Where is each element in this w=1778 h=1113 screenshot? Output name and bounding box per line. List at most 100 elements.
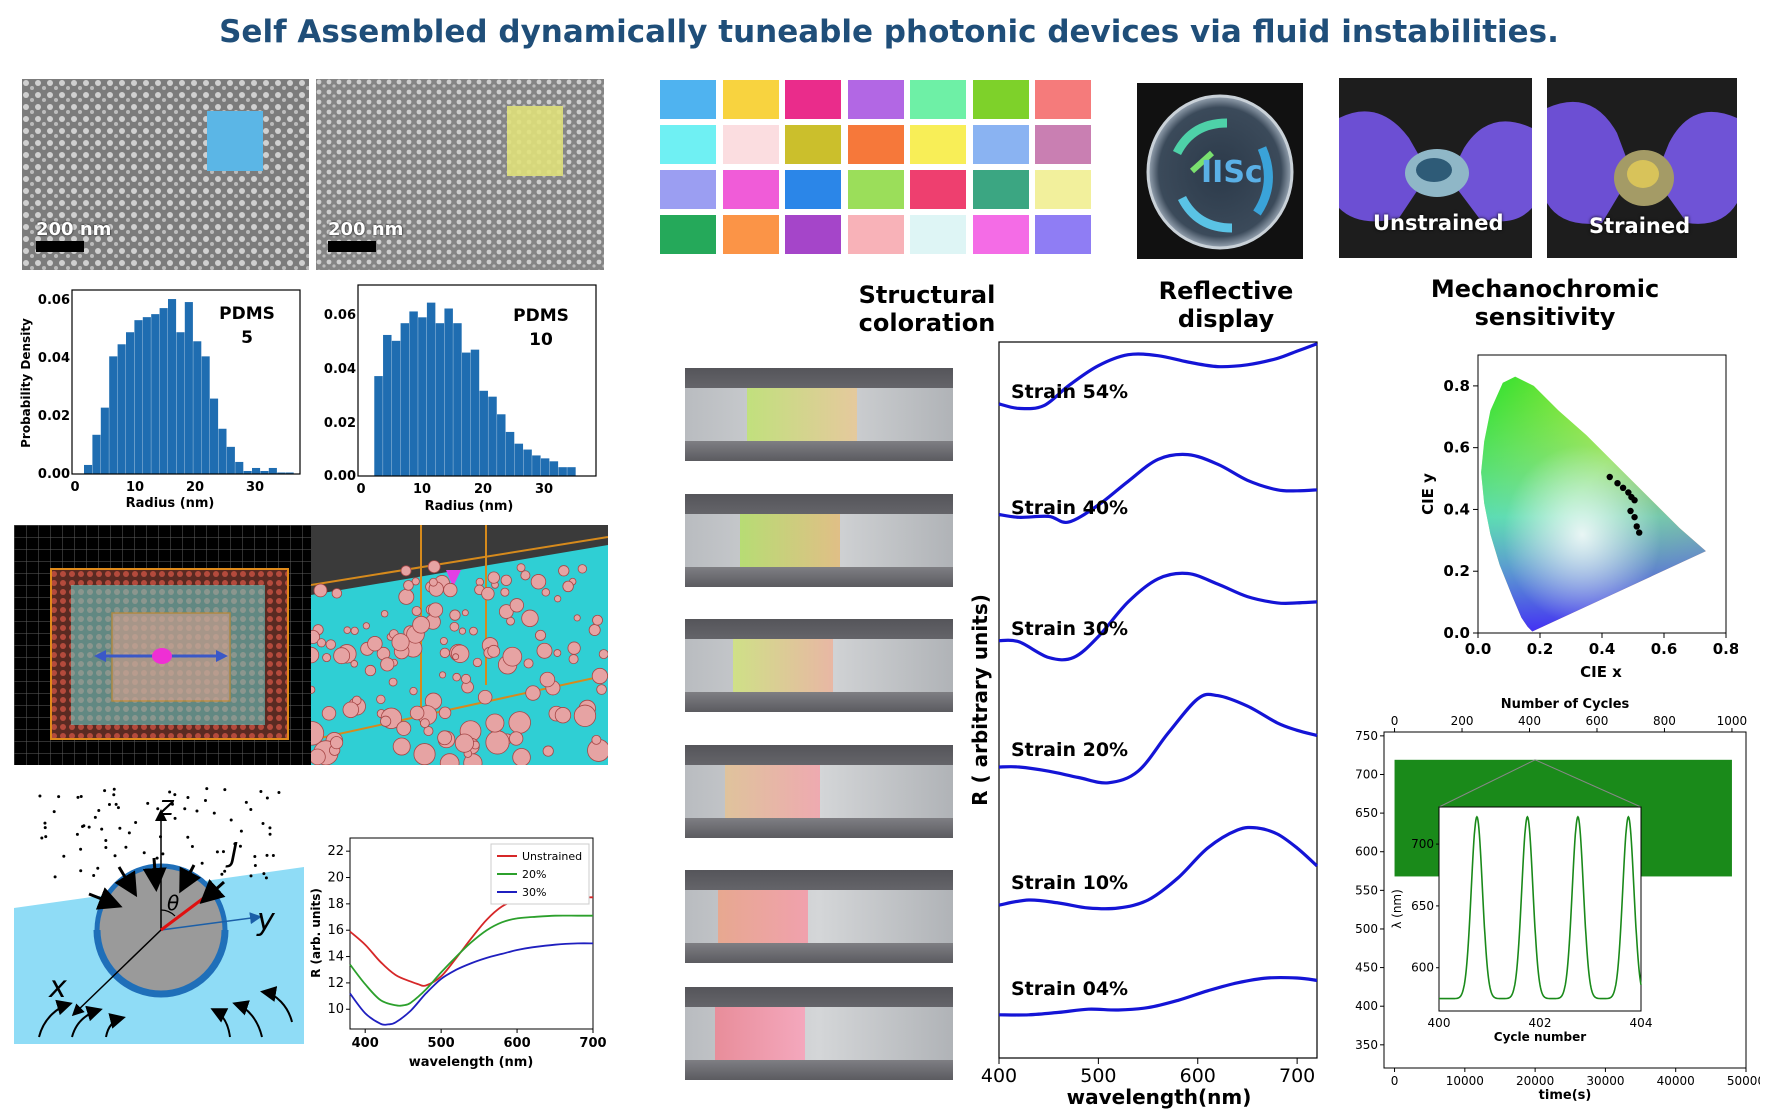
- strain-spectra-chart: Strain 54% Strain 40% Strain 30% Strain 20%…: [968, 341, 1319, 1109]
- y-tick-label: 0.04: [38, 351, 70, 366]
- color-swatch: [785, 80, 841, 119]
- spectrum-line: [998, 452, 1318, 525]
- sphere: [461, 609, 469, 617]
- data-point: [1636, 529, 1643, 536]
- particle-dot: [38, 794, 42, 798]
- y-tick-label: 0.0: [1443, 624, 1470, 642]
- histogram-bar: [514, 443, 524, 476]
- y-tick-label: 0.02: [38, 409, 70, 424]
- sphere: [398, 588, 415, 605]
- x-tick-label: 30: [246, 480, 264, 495]
- color-swatch: [847, 125, 904, 164]
- sphere: [591, 667, 608, 685]
- reflective-display-label: Reflective display: [1158, 277, 1294, 333]
- sphere: [439, 637, 448, 645]
- x-tick-label: 0.4: [1589, 640, 1616, 658]
- spectrum-line: [998, 825, 1319, 911]
- colored-region: [718, 890, 808, 943]
- particle-dot: [134, 821, 138, 825]
- color-swatch: [660, 125, 716, 164]
- particle-dot: [127, 831, 131, 835]
- particle-dot: [75, 832, 79, 836]
- swatch-grid: [660, 80, 1104, 260]
- strain-label: Strain 10%: [1011, 872, 1128, 894]
- y-axis-label: R (arb. units): [309, 888, 323, 978]
- sphere: [380, 715, 392, 727]
- strain-photo: [685, 870, 953, 963]
- sphere: [311, 748, 326, 765]
- x-axis-label: Radius (nm): [126, 496, 215, 511]
- legend-label: 30%: [522, 886, 546, 899]
- histogram-bar: [84, 464, 93, 474]
- particle-dot: [195, 809, 199, 813]
- histogram-bar: [92, 434, 101, 474]
- sphere: [311, 630, 321, 644]
- color-swatch: [785, 125, 841, 164]
- histogram-bar: [435, 323, 445, 476]
- strain-label: Strain 40%: [1011, 497, 1128, 519]
- particle-dot: [277, 791, 281, 795]
- sphere: [333, 647, 351, 665]
- particle-dot: [268, 826, 272, 830]
- sphere: [508, 711, 531, 734]
- particle-dot: [112, 793, 116, 797]
- top-x-axis-label: Number of Cycles: [1501, 697, 1630, 712]
- histogram-bar: [497, 414, 506, 476]
- sphere: [413, 743, 436, 765]
- particle-dot: [53, 875, 57, 879]
- petri-dish: [1146, 94, 1294, 250]
- histogram-bar: [126, 332, 135, 474]
- color-swatch: [972, 215, 1029, 254]
- sphere: [350, 626, 359, 635]
- y-tick-label: 450: [1355, 961, 1378, 975]
- y-tick-label: 0.02: [324, 416, 356, 431]
- particle-dot: [220, 872, 224, 876]
- particle-dot: [40, 836, 44, 840]
- sphere: [437, 730, 452, 746]
- sphere: [311, 721, 325, 746]
- inset-y-axis-label: λ (nm): [1390, 889, 1404, 929]
- color-swatch: [910, 170, 966, 209]
- sphere: [509, 731, 524, 746]
- zoom-line: [1534, 759, 1642, 808]
- histogram-bar: [277, 472, 286, 474]
- color-swatch: [847, 80, 904, 119]
- particle-dot: [229, 818, 233, 822]
- particle-dot: [268, 832, 272, 836]
- histogram-bar: [168, 299, 177, 474]
- particle-dot: [92, 874, 96, 878]
- sphere: [452, 653, 460, 661]
- particle-dot: [239, 829, 243, 833]
- sphere: [400, 565, 412, 577]
- data-point: [1619, 484, 1627, 492]
- data-point: [1633, 523, 1640, 530]
- x-tick-label: 0: [70, 480, 79, 495]
- x-axis-label: time(s): [1539, 1088, 1592, 1103]
- inset-line: [1439, 815, 1642, 1000]
- sphere: [439, 671, 447, 679]
- particle-dot: [173, 793, 177, 797]
- sphere: [429, 577, 438, 587]
- sphere: [498, 604, 514, 619]
- particle-dot: [265, 853, 269, 857]
- sphere: [331, 588, 343, 599]
- particle-dot: [142, 851, 146, 855]
- histogram-bar: [374, 376, 383, 476]
- histogram-bar: [567, 467, 576, 476]
- simulation-3d-view: [311, 525, 608, 765]
- particle-dot: [223, 788, 227, 792]
- sphere: [523, 658, 534, 669]
- x-tick-label: 10: [413, 482, 431, 497]
- x-axis-label: wavelength (nm): [409, 1055, 534, 1070]
- y-tick-label: 700: [1355, 767, 1378, 781]
- color-swatch: [972, 170, 1029, 209]
- y-tick-label: 0.4: [1443, 500, 1470, 518]
- sphere: [509, 598, 524, 613]
- sphere: [311, 685, 316, 694]
- sphere: [512, 748, 531, 765]
- sphere: [472, 657, 483, 668]
- sphere: [541, 588, 550, 597]
- histogram-bar: [488, 396, 497, 476]
- y-tick-label: 14: [327, 950, 344, 965]
- color-swatch: [847, 215, 904, 254]
